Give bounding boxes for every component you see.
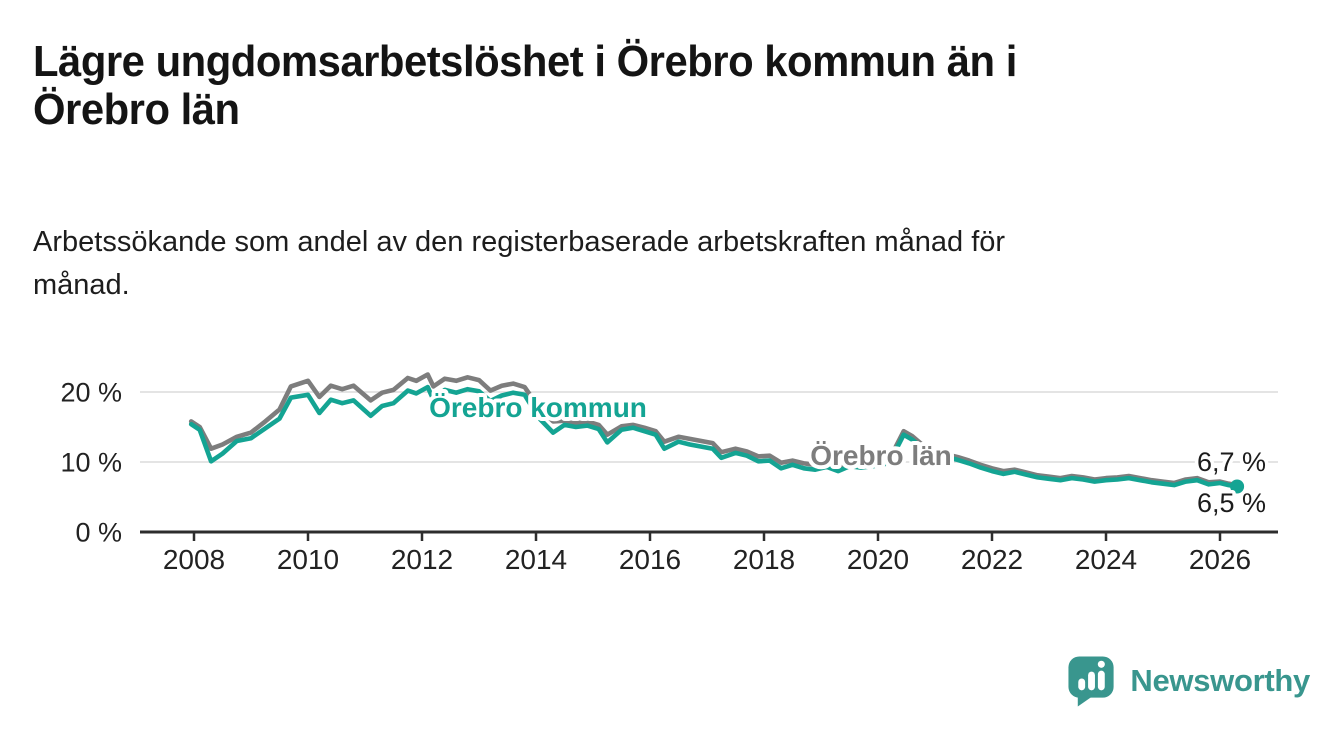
y-tick-label: 0 %: [75, 518, 122, 548]
x-tick-label: 2022: [961, 544, 1023, 575]
page-title-line-1: Lägre ungdomsarbetslöshet i Örebro kommu…: [33, 37, 1017, 86]
y-tick-label: 10 %: [60, 448, 122, 478]
x-tick-label: 2008: [163, 544, 225, 575]
logo-bar-1: [1078, 678, 1086, 691]
x-tick-label: 2016: [619, 544, 681, 575]
x-tick-label: 2024: [1075, 544, 1137, 575]
x-tick-label: 2020: [847, 544, 909, 575]
page-subtitle: Arbetssökande som andel av den registerb…: [33, 221, 1273, 306]
newsworthy-logo-icon: [1068, 656, 1114, 707]
end-value-label-orebro-lan: 6,7 %: [1197, 447, 1266, 477]
series-label-orebro-kommun: Örebro kommun: [429, 392, 647, 423]
x-tick-label: 2026: [1189, 544, 1251, 575]
logo-bar-2: [1088, 671, 1096, 691]
x-tick-label: 2010: [277, 544, 339, 575]
series-label-orebro-lan: Örebro län: [810, 440, 952, 471]
page-subtitle-line-2: månad.: [33, 268, 130, 301]
x-tick-label: 2012: [391, 544, 453, 575]
end-value-label-orebro-kommun: 6,5 %: [1197, 488, 1266, 518]
page-title: Lägre ungdomsarbetslöshet i Örebro kommu…: [33, 38, 1211, 134]
series-line-orebro-kommun: [188, 384, 1240, 489]
page-subtitle-line-1: Arbetssökande som andel av den registerb…: [33, 226, 1006, 258]
y-tick-label: 20 %: [60, 378, 122, 408]
newsworthy-logo-text: Newsworthy: [1130, 662, 1310, 698]
series-line-orebro-lan: [188, 372, 1240, 488]
x-tick-label: 2018: [733, 544, 795, 575]
logo-bubble-tail: [1078, 693, 1095, 707]
logo-bar-3: [1098, 670, 1106, 691]
page-title-line-2: Örebro län: [33, 84, 240, 134]
logo-dot: [1098, 660, 1106, 668]
x-tick-label: 2014: [505, 544, 567, 575]
newsworthy-brand: Newsworthy: [1066, 654, 1310, 707]
series-end-dot-orebro-kommun: [1230, 479, 1245, 494]
